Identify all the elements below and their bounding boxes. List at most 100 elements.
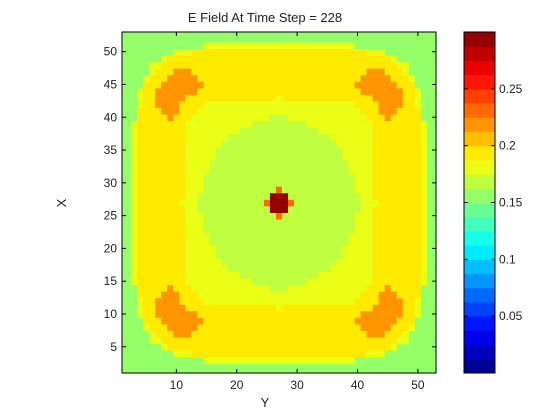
heatmap-cell bbox=[191, 284, 271, 292]
heatmap-cell bbox=[251, 277, 307, 286]
heatmap-cell bbox=[215, 251, 344, 259]
heatmap-cell bbox=[354, 41, 437, 49]
heatmap-cell bbox=[155, 100, 180, 109]
heatmap-cell bbox=[203, 218, 356, 227]
heatmap-cell bbox=[402, 68, 410, 76]
heatmap-cell bbox=[155, 94, 186, 102]
heatmap-cell bbox=[408, 330, 437, 338]
heatmap-cell bbox=[137, 159, 187, 168]
heatmap-cell bbox=[197, 74, 362, 82]
heatmap-cell bbox=[137, 192, 187, 200]
heatmap-cell bbox=[122, 232, 132, 240]
heatmap-cell bbox=[390, 74, 410, 82]
heatmap-cell bbox=[185, 186, 205, 194]
heatmap-cell bbox=[185, 251, 217, 259]
heatmap-cell bbox=[185, 153, 217, 161]
heatmap-cell bbox=[131, 245, 138, 253]
heatmap-cell bbox=[137, 120, 187, 128]
heatmap-cell bbox=[426, 258, 437, 266]
heatmap-cell bbox=[122, 113, 138, 122]
heatmap-cell bbox=[227, 264, 331, 272]
heatmap-cell bbox=[131, 133, 138, 141]
heatmap-cell bbox=[354, 356, 437, 364]
heatmap-cell bbox=[420, 258, 428, 266]
colorbar-tick-label: 0.15 bbox=[499, 196, 523, 210]
heatmap-cell bbox=[426, 212, 437, 220]
heatmap-cell bbox=[185, 271, 241, 279]
x-axis: 10 20 30 40 50 bbox=[170, 32, 425, 392]
heatmap-cell bbox=[173, 330, 193, 338]
heatmap-cell bbox=[137, 218, 187, 227]
y-tick-label: 30 bbox=[104, 176, 118, 190]
heatmap-cell bbox=[143, 74, 150, 82]
heatmap-cell bbox=[275, 304, 283, 312]
heatmap-cell bbox=[179, 100, 205, 109]
heatmap-cell bbox=[137, 179, 187, 187]
heatmap-cell bbox=[251, 120, 307, 128]
heatmap-cell bbox=[203, 100, 356, 109]
heatmap-cell bbox=[137, 146, 187, 154]
heatmap-cell bbox=[122, 356, 205, 364]
heatmap-cell bbox=[372, 232, 422, 240]
heatmap-cell bbox=[137, 186, 187, 194]
y-tick-label: 50 bbox=[104, 45, 118, 59]
heatmap bbox=[122, 32, 437, 374]
heatmap-cell bbox=[348, 159, 374, 168]
heatmap-cell bbox=[396, 291, 422, 299]
heatmap-cell bbox=[408, 61, 437, 69]
heatmap-cell bbox=[372, 225, 422, 233]
heatmap-cell bbox=[348, 238, 374, 246]
heatmap-cell bbox=[185, 172, 205, 181]
heatmap-cell bbox=[167, 54, 392, 63]
heatmap-cell bbox=[426, 245, 437, 253]
heatmap-cell bbox=[420, 179, 428, 187]
heatmap-cell bbox=[167, 323, 199, 331]
heatmap-cell bbox=[203, 297, 356, 305]
heatmap-cell bbox=[384, 48, 437, 56]
heatmap-cell bbox=[420, 140, 428, 148]
heatmap-cell bbox=[354, 172, 374, 181]
colorbar-segment bbox=[464, 159, 495, 175]
heatmap-cell bbox=[414, 100, 422, 109]
heatmap-cell bbox=[378, 199, 422, 207]
heatmap-cell bbox=[122, 245, 132, 253]
heatmap-cell bbox=[420, 199, 428, 207]
heatmap-cell bbox=[378, 100, 404, 109]
heatmap-cell bbox=[122, 205, 132, 213]
heatmap-cell bbox=[155, 330, 174, 338]
heatmap-cell bbox=[173, 68, 193, 76]
heatmap-cell bbox=[342, 153, 374, 161]
heatmap-cell bbox=[137, 225, 187, 233]
heatmap-cell bbox=[420, 238, 428, 246]
heatmap-cell bbox=[354, 186, 374, 194]
heatmap-cell bbox=[336, 258, 374, 266]
heatmap-cell bbox=[149, 68, 156, 76]
heatmap-cell bbox=[372, 192, 422, 200]
heatmap-cell bbox=[372, 258, 422, 266]
heatmap-cell bbox=[143, 317, 162, 325]
heatmap-cell bbox=[191, 350, 368, 358]
heatmap-cell bbox=[372, 186, 422, 194]
heatmap-cell bbox=[414, 304, 422, 312]
heatmap-cell bbox=[143, 87, 156, 95]
heatmap-cell bbox=[402, 310, 416, 318]
heatmap-cell bbox=[137, 245, 187, 253]
colorbar-segment bbox=[464, 60, 495, 76]
heatmap-cell bbox=[306, 277, 374, 286]
colorbar-segment bbox=[464, 46, 495, 61]
heatmap-cell bbox=[122, 251, 132, 259]
heatmap-cell bbox=[173, 350, 193, 358]
heatmap-cell bbox=[185, 94, 277, 102]
heatmap-cell bbox=[288, 284, 368, 292]
heatmap-cell bbox=[137, 212, 187, 220]
heatmap-cell bbox=[137, 264, 187, 272]
heatmap-cell bbox=[203, 186, 277, 194]
heatmap-cell bbox=[426, 251, 437, 259]
y-tick-label: 35 bbox=[104, 143, 118, 157]
heatmap-cell bbox=[137, 258, 187, 266]
heatmap-cell bbox=[414, 87, 422, 95]
heatmap-cell bbox=[185, 264, 229, 272]
heatmap-cell bbox=[354, 179, 374, 187]
heatmap-cell bbox=[203, 356, 356, 364]
